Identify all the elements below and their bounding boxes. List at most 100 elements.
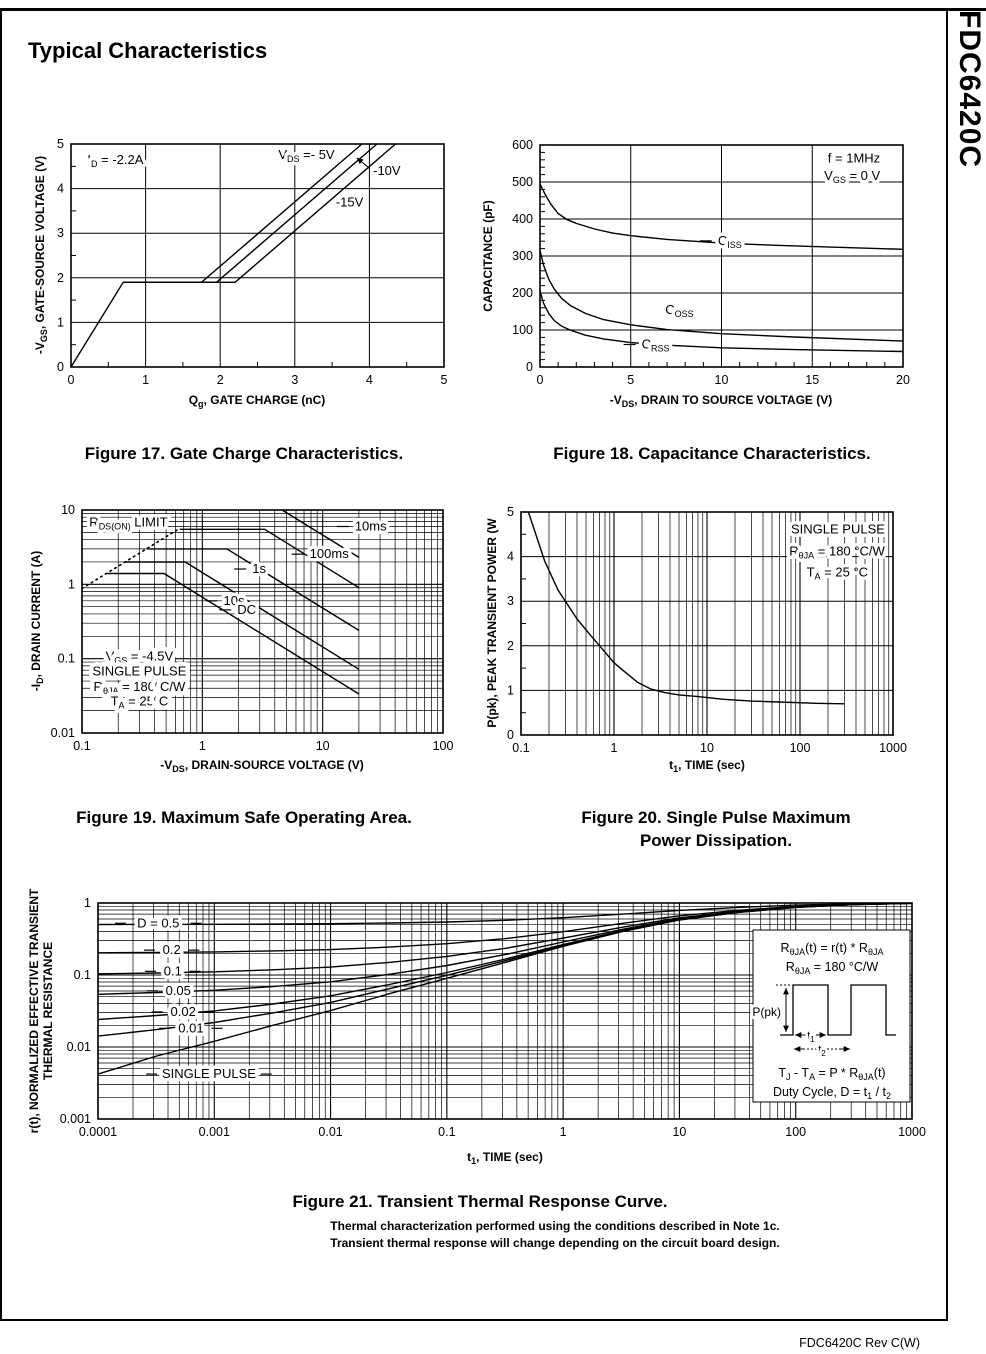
svg-text:0.2: 0.2 [163, 942, 181, 957]
figure21-thermal-response-chart: 0.0001 0.001 0.01 0.1 1 10 100 10000.0010.010.1… [27, 888, 926, 1166]
svg-text:TJ - TA = P * RθJA(t): TJ - TA = P * RθJA(t) [778, 1066, 885, 1082]
svg-text:0.1: 0.1 [73, 739, 90, 753]
svg-text:4: 4 [57, 182, 64, 196]
svg-text:3: 3 [57, 226, 64, 240]
svg-text:CAPACITANCE (pF): CAPACITANCE (pF) [481, 200, 495, 312]
svg-text:0: 0 [507, 728, 514, 742]
svg-text:1s: 1s [252, 561, 266, 576]
svg-text:0: 0 [57, 360, 64, 374]
svg-text:-ID, DRAIN CURRENT (A): -ID, DRAIN CURRENT (A) [29, 551, 45, 692]
svg-text:RDS(ON) LIMIT: RDS(ON) LIMIT [89, 514, 167, 531]
svg-text:5: 5 [507, 505, 514, 519]
svg-text:100: 100 [433, 739, 454, 753]
note-line-1: Thermal characterization performed using… [330, 1219, 780, 1233]
svg-text:-VDS, DRAIN TO SOURCE VOLTAGE: -VDS, DRAIN TO SOURCE VOLTAGE (V) [610, 393, 833, 409]
side-tab-part-number: FDC6420C [953, 10, 986, 169]
svg-text:RθJA(t) = r(t) * RθJA: RθJA(t) = r(t) * RθJA [781, 941, 884, 957]
svg-text:DC: DC [237, 602, 256, 617]
svg-text:10s: 10s [224, 593, 245, 608]
svg-text:100: 100 [512, 323, 533, 337]
svg-text:1: 1 [68, 577, 75, 591]
svg-text:-VDS, DRAIN-SOURCE VOLTAGE (V): -VDS, DRAIN-SOURCE VOLTAGE (V) [160, 758, 363, 774]
svg-text:0.1: 0.1 [164, 963, 182, 978]
svg-text:P(pk): P(pk) [752, 1005, 781, 1019]
figure17-gate-charge-chart: 0 1 2 3 4 5 0 1 2 3 4 5 Qg, GATE CHARGE (nC) -VGS, GA… [33, 137, 448, 409]
svg-text:f = 1MHz: f = 1MHz [828, 150, 880, 165]
svg-text:SINGLE PULSE: SINGLE PULSE [162, 1066, 256, 1081]
svg-text:1: 1 [199, 739, 206, 753]
svg-text:TA = 25oC: TA = 25oC [111, 693, 169, 710]
svg-text:Qg, GATE CHARGE (nC): Qg, GATE CHARGE (nC) [189, 393, 326, 409]
svg-text:500: 500 [512, 175, 533, 189]
svg-text:0.1: 0.1 [512, 741, 529, 755]
svg-text:THERMAL RESISTANCE: THERMAL RESISTANCE [41, 942, 55, 1080]
svg-text:-VGS, GATE-SOURCE VOLTAGE (V): -VGS, GATE-SOURCE VOLTAGE (V) [33, 156, 49, 354]
svg-text:100: 100 [785, 1125, 806, 1139]
svg-text:VGS = 0 V: VGS = 0 V [824, 168, 880, 185]
svg-text:300: 300 [512, 249, 533, 263]
svg-text:0: 0 [68, 373, 75, 387]
svg-text:0.1: 0.1 [58, 652, 75, 666]
svg-text:CISS: CISS [718, 233, 742, 250]
figure21-caption: Figure 21. Transient Thermal Response Cu… [292, 1192, 668, 1211]
svg-text:2: 2 [57, 271, 64, 285]
svg-text:5: 5 [441, 373, 448, 387]
svg-text:20: 20 [896, 373, 910, 387]
svg-text:0.02: 0.02 [171, 1004, 196, 1019]
figure21-inset-box: RθJA(t) = r(t) * RθJA RθJA = 180 °C/W P(pk… [749, 929, 911, 1103]
svg-text:Duty Cycle, D = t1 / t2: Duty Cycle, D = t1 / t2 [773, 1085, 891, 1101]
svg-text:SINGLE PULSE: SINGLE PULSE [791, 521, 885, 536]
svg-text:2: 2 [217, 373, 224, 387]
svg-text:t1, TIME (sec): t1, TIME (sec) [467, 1150, 543, 1166]
svg-text:t1: t1 [807, 1030, 815, 1044]
svg-text:1: 1 [560, 1125, 567, 1139]
svg-text:10: 10 [700, 741, 714, 755]
svg-text:10: 10 [316, 739, 330, 753]
svg-text:600: 600 [512, 138, 533, 152]
footer-revision: FDC6420C Rev C(W) [799, 1336, 920, 1350]
svg-text:10: 10 [61, 503, 75, 517]
svg-text:P(pk), PEAK TRANSIENT POWER (W: P(pk), PEAK TRANSIENT POWER (W [485, 518, 499, 728]
svg-text:3: 3 [291, 373, 298, 387]
svg-text:0.01: 0.01 [51, 726, 75, 740]
svg-text:5: 5 [57, 137, 64, 151]
top-rule [0, 8, 986, 11]
figure19-caption: Figure 19. Maximum Safe Operating Area. [76, 808, 412, 827]
svg-text:400: 400 [512, 212, 533, 226]
svg-text:0.1: 0.1 [74, 968, 91, 982]
svg-text:COSS: COSS [665, 302, 693, 319]
svg-text:15: 15 [805, 373, 819, 387]
svg-text:1: 1 [507, 683, 514, 697]
svg-text:0.001: 0.001 [60, 1112, 91, 1126]
svg-text:1: 1 [84, 896, 91, 910]
svg-text:10: 10 [715, 373, 729, 387]
figure20-caption-line2: Power Dissipation. [639, 831, 793, 850]
svg-text:2: 2 [507, 639, 514, 653]
svg-text:100: 100 [790, 741, 811, 755]
svg-text:0.001: 0.001 [199, 1125, 230, 1139]
svg-text:1: 1 [142, 373, 149, 387]
svg-text:r(t), NORMALIZED EFFECTIVE TRA: r(t), NORMALIZED EFFECTIVE TRANSIENT [27, 888, 41, 1133]
svg-text:VDS =- 5V: VDS =- 5V [278, 147, 335, 164]
figure20-caption-line1: Figure 20. Single Pulse Maximum [581, 808, 851, 827]
svg-text:1000: 1000 [879, 741, 907, 755]
svg-text:5: 5 [627, 373, 634, 387]
svg-text:1: 1 [611, 741, 618, 755]
svg-text:RθJA = 180 °C/W: RθJA = 180 °C/W [789, 544, 885, 561]
svg-text:100ms: 100ms [310, 546, 350, 561]
svg-text:0: 0 [537, 373, 544, 387]
svg-text:-10V: -10V [373, 163, 401, 178]
svg-text:1: 1 [57, 315, 64, 329]
svg-text:ID = -2.2A: ID = -2.2A [87, 152, 143, 169]
svg-text:RθJA = 180 °C/W: RθJA = 180 °C/W [786, 960, 879, 976]
svg-text:t2: t2 [818, 1044, 826, 1058]
svg-text:t1, TIME (sec): t1, TIME (sec) [669, 758, 745, 774]
svg-text:0.01: 0.01 [178, 1020, 203, 1035]
svg-text:200: 200 [512, 286, 533, 300]
note-line-2: Transient thermal response will change d… [330, 1236, 780, 1250]
content-border [0, 9, 948, 1321]
svg-text:SINGLE PULSE: SINGLE PULSE [92, 664, 186, 679]
svg-text:0.05: 0.05 [166, 983, 191, 998]
